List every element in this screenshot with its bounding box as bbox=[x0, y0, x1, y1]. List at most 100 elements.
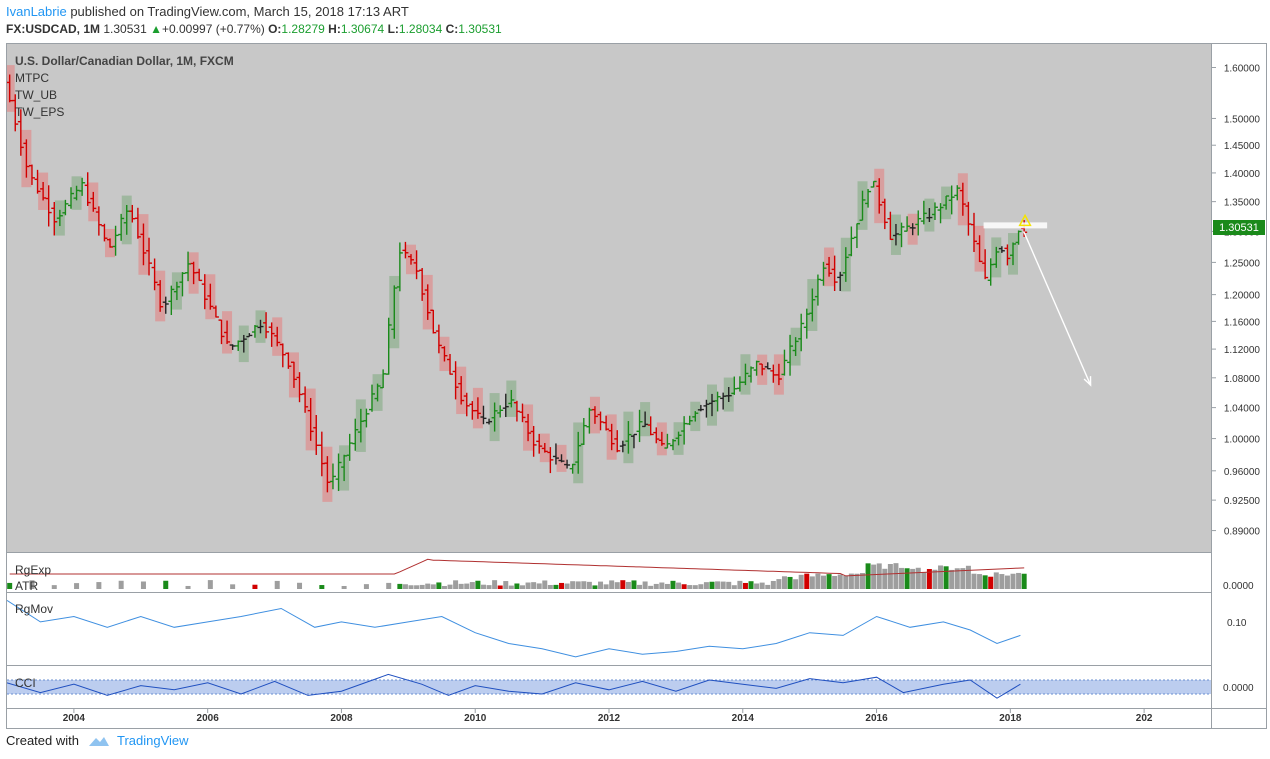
price-axis[interactable]: 1.600001.500001.450001.400001.350001.300… bbox=[1211, 63, 1261, 538]
volatility-bar bbox=[798, 574, 804, 589]
volatility-bar bbox=[430, 584, 436, 589]
rgexp-line bbox=[9, 558, 1025, 577]
last-price-badge-text: 1.30531 bbox=[1219, 222, 1259, 234]
time-tick-label: 2006 bbox=[197, 713, 220, 724]
volatility-bar bbox=[977, 574, 983, 589]
volatility-bar bbox=[676, 582, 682, 589]
volatility-bar bbox=[402, 584, 408, 589]
cci-line bbox=[7, 673, 1211, 699]
time-tick-label: 202 bbox=[1136, 713, 1153, 724]
volatility-bar bbox=[441, 585, 447, 589]
cci-legend[interactable]: CCI bbox=[15, 676, 36, 690]
time-tick-label: 2004 bbox=[63, 713, 86, 724]
volatility-bar bbox=[570, 581, 576, 589]
price-tick-label: 1.16000 bbox=[1224, 317, 1261, 328]
volatility-bar bbox=[999, 574, 1005, 589]
volatility-bar bbox=[29, 580, 35, 589]
volatility-bar bbox=[620, 580, 626, 589]
chart-legend-title: U.S. Dollar/Canadian Dollar, 1M, FXCM bbox=[15, 54, 234, 68]
volatility-bar bbox=[982, 575, 988, 589]
price-tick-label: 0.92500 bbox=[1224, 496, 1261, 507]
volatility-bar bbox=[759, 582, 765, 589]
tradingview-link[interactable]: TradingView bbox=[116, 733, 189, 748]
volatility-bar bbox=[954, 568, 960, 589]
price-tick-label: 1.25000 bbox=[1224, 258, 1261, 269]
time-tick-label: 2018 bbox=[999, 713, 1022, 724]
publish-info: published on TradingView.com, March 15, … bbox=[66, 4, 409, 19]
volatility-bar bbox=[469, 582, 475, 589]
volatility-bar bbox=[776, 579, 782, 589]
volatility-bar bbox=[386, 582, 392, 589]
volatility-bar bbox=[341, 585, 347, 589]
price-tick-label: 1.35000 bbox=[1224, 198, 1261, 209]
volatility-bar bbox=[887, 564, 893, 589]
volatility-bar bbox=[508, 585, 514, 589]
price-tick-label: 1.12000 bbox=[1224, 345, 1261, 356]
time-tick-label: 2008 bbox=[330, 713, 353, 724]
range-box bbox=[7, 65, 15, 112]
open-value: 1.28279 bbox=[281, 22, 325, 36]
rgmov-legend[interactable]: RgMov bbox=[15, 602, 54, 616]
time-tick-label: 2010 bbox=[464, 713, 487, 724]
volatility-bar bbox=[497, 585, 503, 589]
rgmov-pane-bg bbox=[7, 593, 1211, 665]
volatility-bar bbox=[408, 585, 414, 589]
volatility-bar bbox=[742, 582, 748, 589]
price-tick-label: 1.50000 bbox=[1224, 114, 1261, 125]
study-tw-ub[interactable]: TW_UB bbox=[15, 88, 57, 102]
volatility-bar bbox=[96, 582, 102, 589]
volatility-bar bbox=[871, 564, 877, 589]
volatility-bar bbox=[804, 573, 810, 589]
volatility-bar bbox=[586, 581, 592, 589]
volatility-bar bbox=[664, 583, 670, 589]
volatility-bar bbox=[425, 583, 431, 589]
volatility-bar bbox=[252, 584, 258, 589]
volatility-bar bbox=[486, 585, 492, 589]
chart-canvas[interactable]: 1.600001.500001.450001.400001.350001.300… bbox=[7, 44, 1266, 728]
volatility-legend-1[interactable]: RgExp bbox=[15, 563, 52, 577]
volatility-bar bbox=[648, 585, 654, 589]
volatility-bar bbox=[453, 580, 459, 589]
volatility-bar bbox=[709, 581, 715, 589]
volatility-bar bbox=[770, 580, 776, 589]
volatility-bar bbox=[559, 582, 565, 589]
volatility-bar bbox=[731, 585, 737, 589]
study-tw-eps[interactable]: TW_EPS bbox=[15, 105, 65, 119]
volatility-bar bbox=[297, 582, 303, 589]
volatility-bar bbox=[274, 580, 280, 589]
volatility-bar bbox=[720, 581, 726, 589]
price-tick-label: 1.08000 bbox=[1224, 374, 1261, 385]
volatility-bar bbox=[542, 580, 548, 589]
volatility-bar bbox=[625, 581, 631, 589]
created-with-label: Created with bbox=[6, 733, 79, 748]
price-change: +0.00997 (+0.77%) bbox=[161, 22, 265, 36]
volatility-bar bbox=[1010, 573, 1016, 589]
footer: Created with TradingView bbox=[6, 733, 189, 748]
volatility-bar bbox=[765, 584, 771, 589]
author-link[interactable]: IvanLabrie bbox=[6, 4, 67, 19]
volatility-bar bbox=[447, 584, 453, 589]
volatility-bar bbox=[815, 573, 821, 589]
volatility-bar bbox=[748, 581, 754, 589]
volatility-bar bbox=[826, 574, 832, 589]
time-axis[interactable]: 2004 2006 2008 2010 2012 2014 2016 2018 202 bbox=[63, 708, 1153, 724]
volatility-bar bbox=[659, 582, 665, 589]
forecast-annotations bbox=[983, 213, 1092, 387]
price-tick-label: 1.45000 bbox=[1224, 141, 1261, 152]
volatility-bar bbox=[715, 581, 721, 589]
volatility-bar bbox=[185, 585, 191, 589]
volatility-legend-2[interactable]: ATR bbox=[15, 579, 39, 593]
price-bars bbox=[7, 74, 1028, 493]
low-label: L: bbox=[387, 22, 399, 36]
volatility-bar bbox=[637, 584, 643, 589]
price-tick-label: 1.60000 bbox=[1224, 63, 1261, 74]
volatility-bar bbox=[988, 576, 994, 589]
volatility-bar bbox=[832, 575, 838, 589]
volatility-bar bbox=[754, 583, 760, 589]
volatility-bar bbox=[140, 581, 146, 589]
price-tick-label: 1.40000 bbox=[1224, 169, 1261, 180]
volatility-bar bbox=[553, 584, 559, 589]
price-tick-label: 1.04000 bbox=[1224, 404, 1261, 415]
chart-frame[interactable]: 1.600001.500001.450001.400001.350001.300… bbox=[6, 43, 1267, 729]
study-mtpc[interactable]: MTPC bbox=[15, 71, 49, 85]
